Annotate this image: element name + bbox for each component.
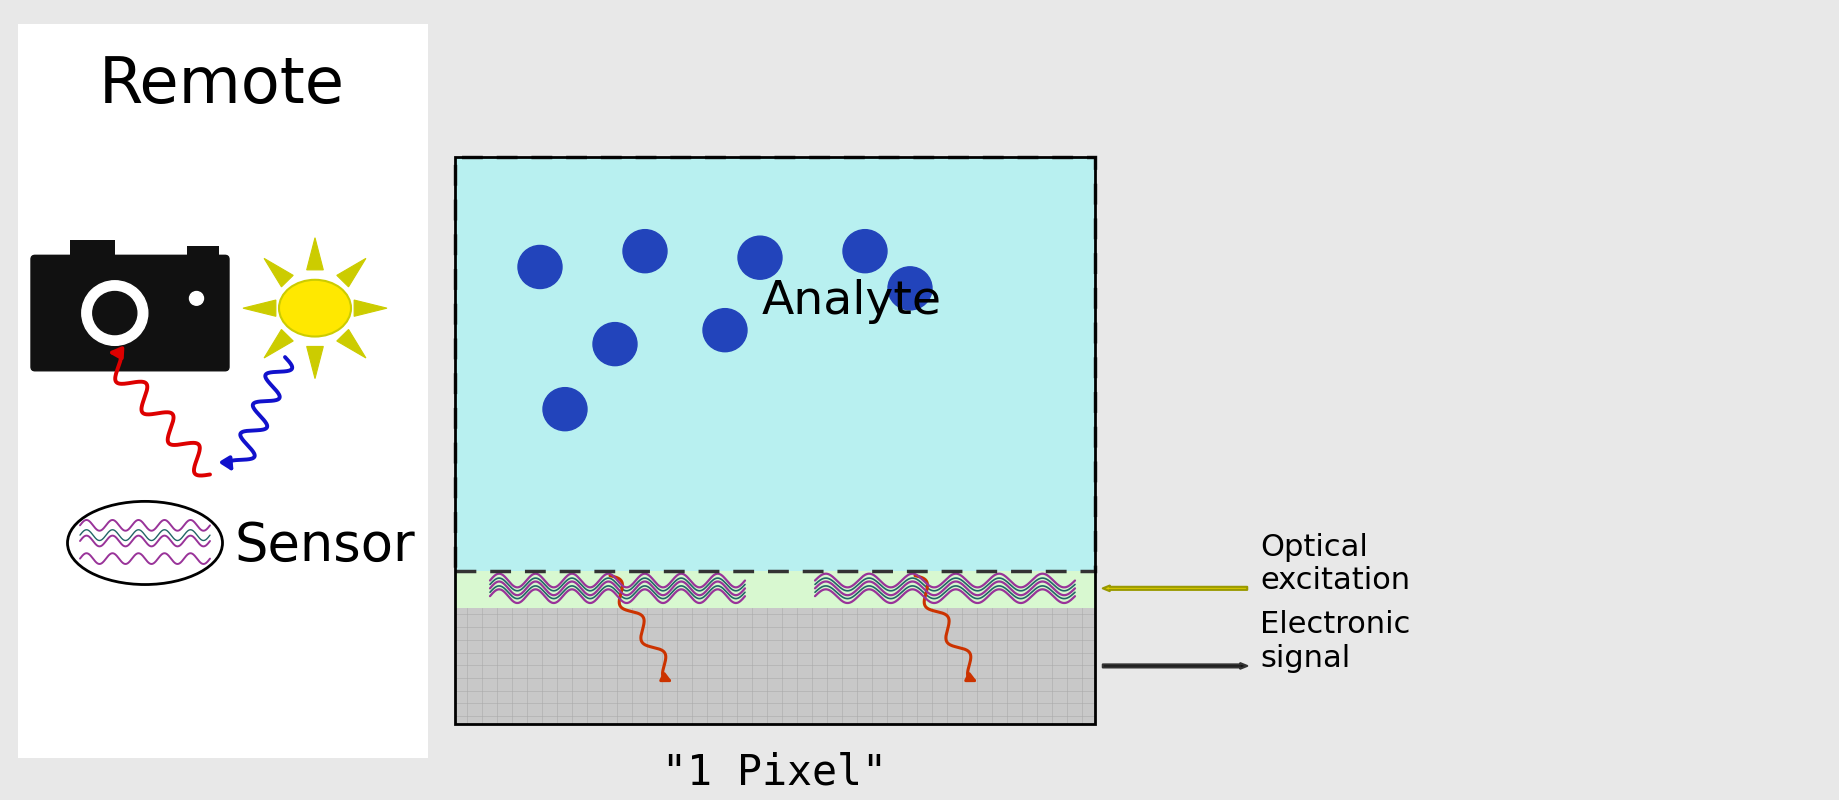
Circle shape [702,309,747,352]
Circle shape [842,230,886,273]
FancyBboxPatch shape [31,255,228,370]
Bar [454,157,1094,570]
Polygon shape [307,346,324,378]
Bar [454,570,1094,608]
Polygon shape [243,300,276,316]
Text: Optical
excitation: Optical excitation [1260,533,1409,595]
Bar [454,157,1094,724]
Polygon shape [265,330,292,358]
Bar [70,240,116,262]
Bar [188,246,219,262]
Circle shape [888,267,932,310]
Text: Sensor: Sensor [235,520,416,572]
Text: "1 Pixel": "1 Pixel" [662,751,886,794]
Ellipse shape [68,502,223,585]
Polygon shape [353,300,386,316]
Circle shape [592,322,636,366]
Circle shape [81,281,147,346]
Circle shape [543,388,587,430]
Text: Analyte: Analyte [761,279,942,324]
Circle shape [92,291,136,334]
Polygon shape [307,238,324,270]
Circle shape [189,291,204,306]
Text: Electronic
signal: Electronic signal [1260,610,1411,673]
Bar [454,608,1094,724]
Circle shape [737,236,782,279]
Circle shape [519,246,561,289]
Bar [18,25,428,758]
Bar [454,157,1094,570]
Circle shape [623,230,666,273]
Polygon shape [337,330,366,358]
Polygon shape [337,258,366,287]
Text: Remote: Remote [99,54,346,116]
Polygon shape [265,258,292,287]
Ellipse shape [280,280,351,337]
